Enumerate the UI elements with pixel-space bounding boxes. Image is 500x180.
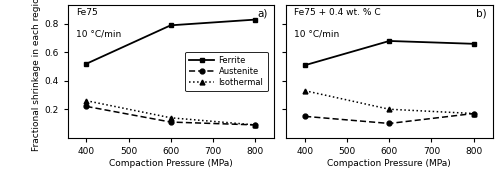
Text: Fe75: Fe75: [76, 8, 98, 17]
Y-axis label: Fractional shrinkage in each region: Fractional shrinkage in each region: [32, 0, 42, 151]
X-axis label: Compaction Pressure (MPa): Compaction Pressure (MPa): [328, 159, 451, 168]
Text: 10 °C/min: 10 °C/min: [76, 29, 121, 38]
Text: Fe75 + 0.4 wt. % C: Fe75 + 0.4 wt. % C: [294, 8, 381, 17]
Text: 10 °C/min: 10 °C/min: [294, 29, 340, 38]
Legend: Ferrite, Austenite, Isothermal: Ferrite, Austenite, Isothermal: [185, 52, 268, 91]
X-axis label: Compaction Pressure (MPa): Compaction Pressure (MPa): [109, 159, 232, 168]
Text: b): b): [476, 8, 486, 18]
Text: a): a): [258, 8, 268, 18]
